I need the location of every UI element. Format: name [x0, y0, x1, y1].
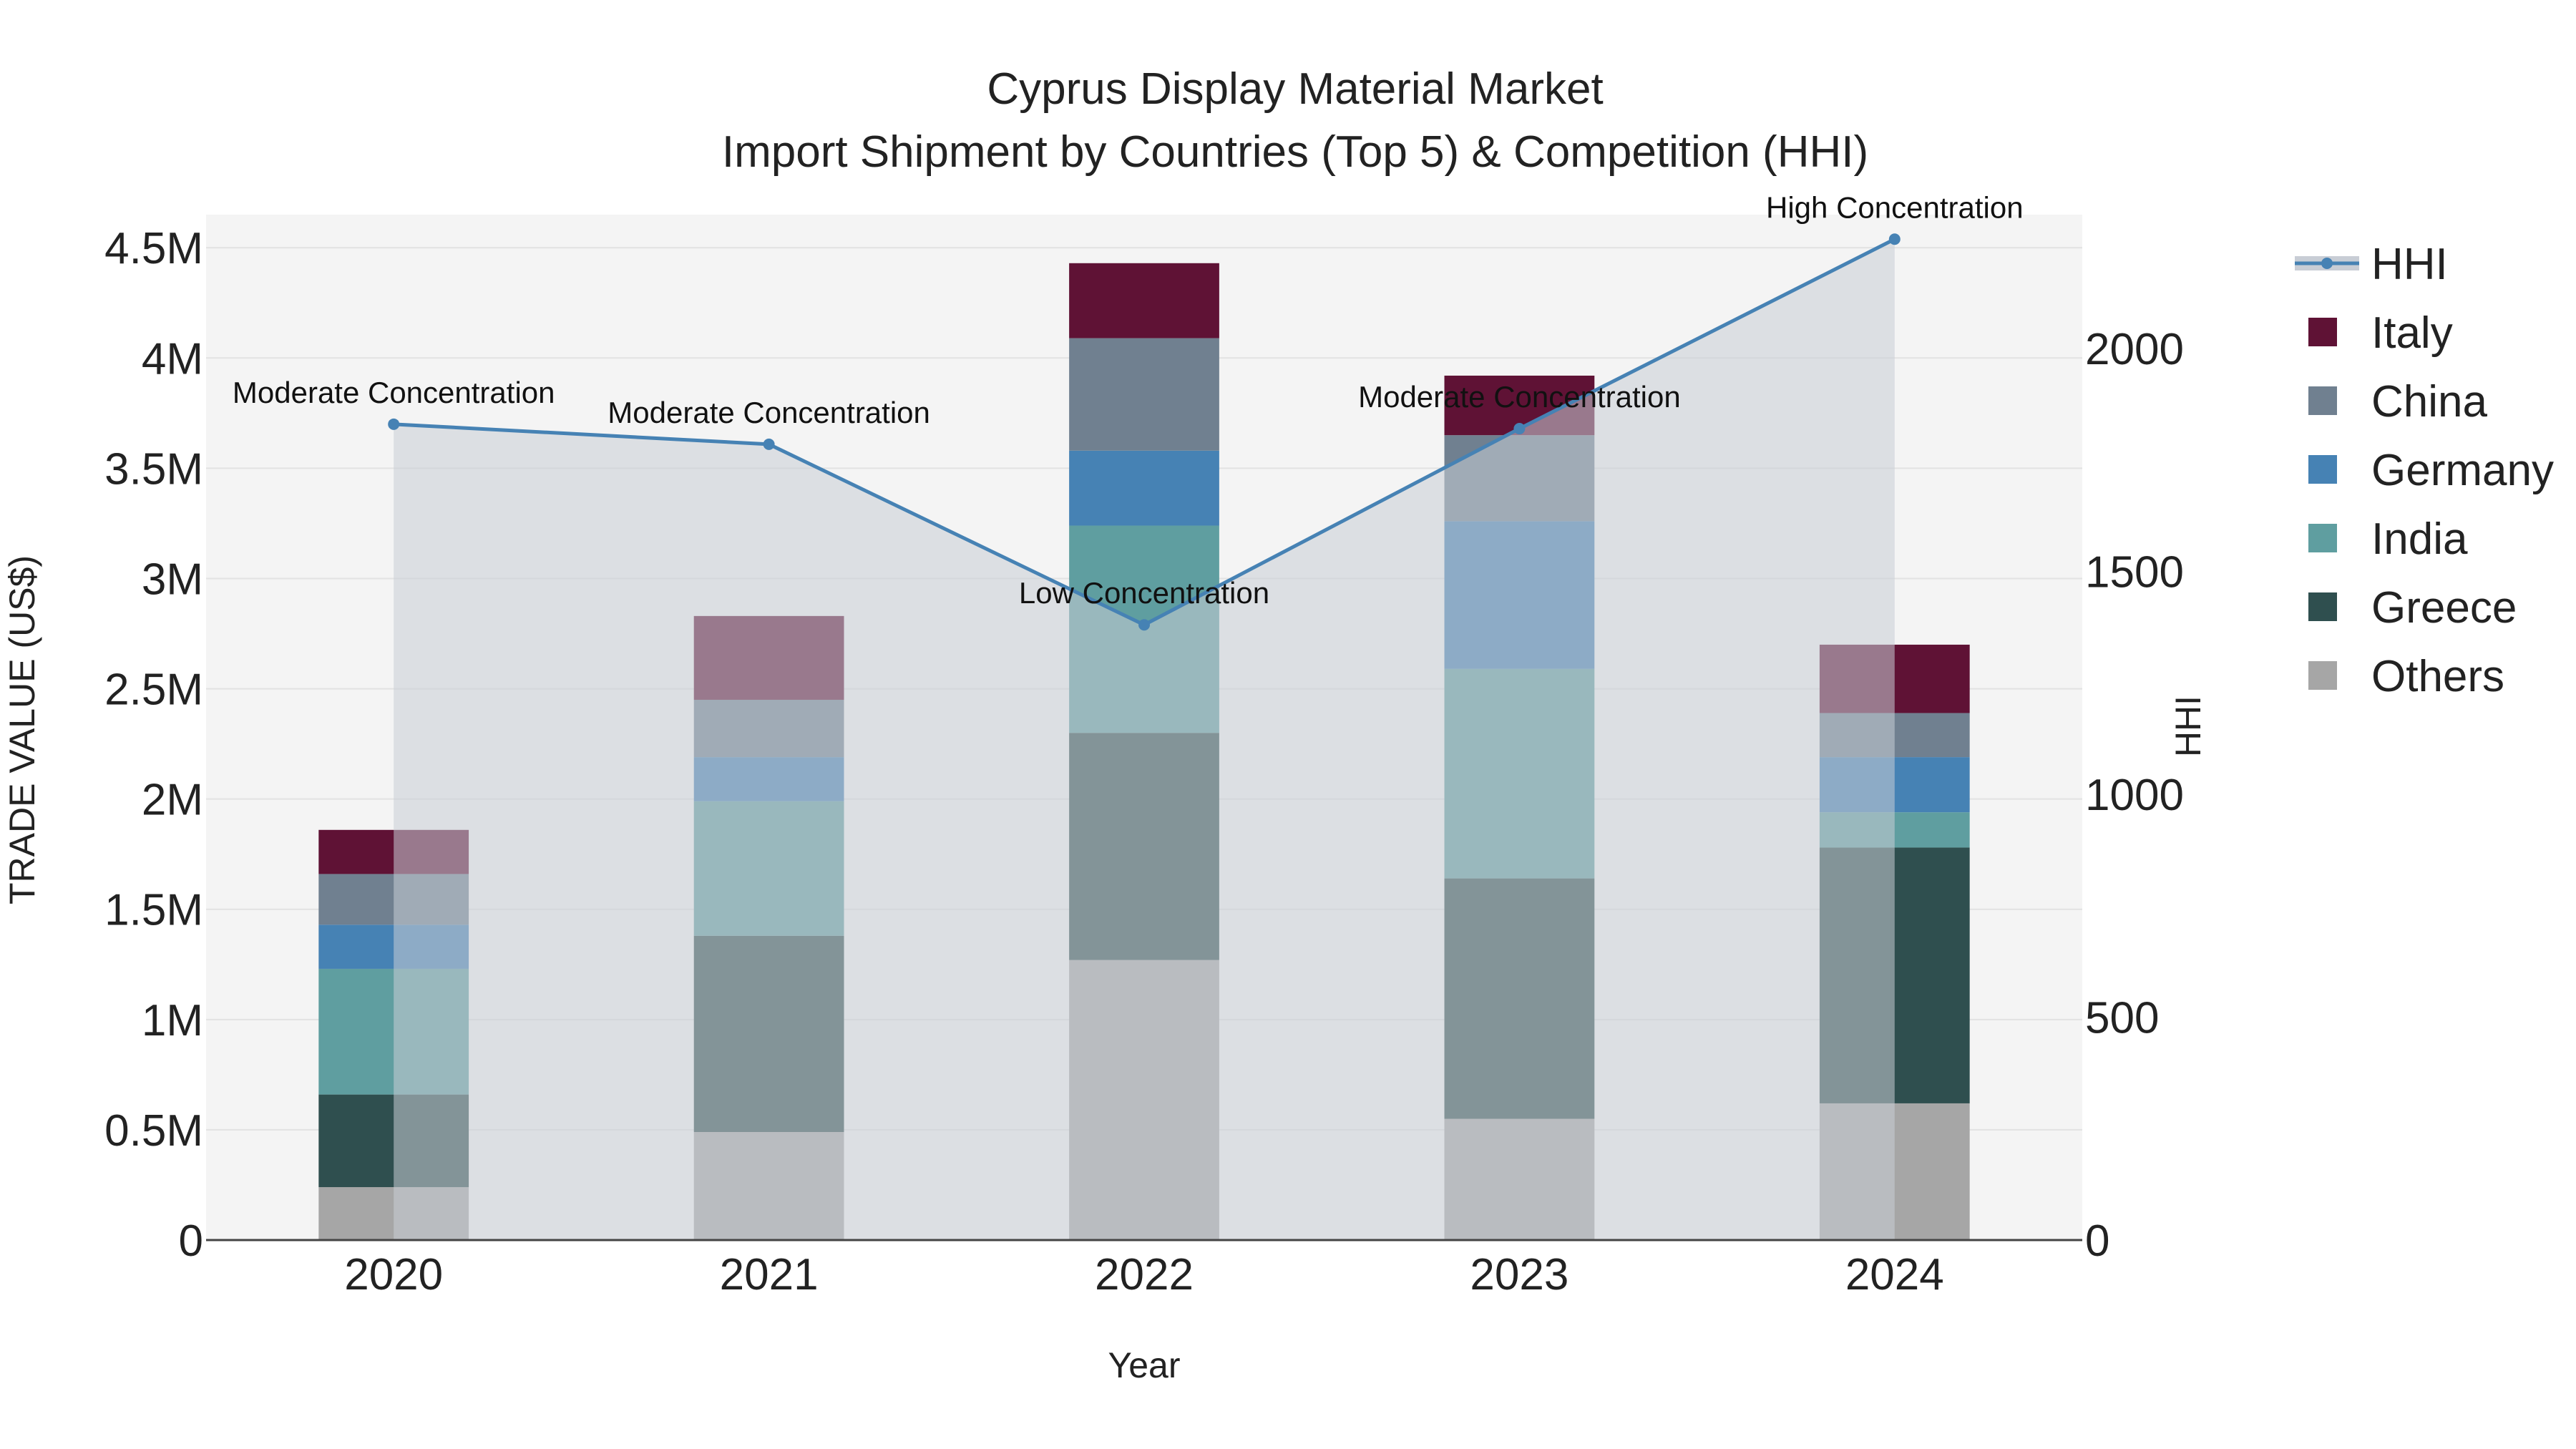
hhi-annotation: High Concentration [1766, 190, 2024, 224]
x-axis-label: Year [1108, 1345, 1180, 1385]
y-tick-label: 2M [142, 776, 203, 825]
y-tick-label: 3M [142, 555, 203, 604]
legend: HHI Italy China Germany India Greece Others [2295, 240, 2554, 701]
chart-subtitle: Import Shipment by Countries (Top 5) & C… [722, 127, 1868, 177]
chart-title: Cyprus Display Material Market [987, 64, 1603, 114]
hhi-area-fill [394, 239, 1895, 1241]
y2-axis-label: HHI [2168, 696, 2208, 757]
y-tick-label: 3.5M [104, 444, 203, 494]
legend-swatch-italy [2308, 318, 2337, 346]
x-tick-label: 2022 [1095, 1250, 1194, 1299]
y-tick-label: 0.5M [104, 1106, 203, 1156]
legend-label: Germany [2371, 446, 2554, 495]
y2-axis-ticks: 0 500 1000 1500 2000 [2085, 325, 2184, 1266]
y-tick-label: 1M [142, 996, 203, 1045]
x-tick-label: 2021 [720, 1250, 819, 1299]
y-tick-label: 2.5M [104, 665, 203, 715]
legend-swatch-germany [2308, 455, 2337, 484]
y-axis-label: TRADE VALUE (US$) [2, 555, 42, 904]
hhi-point-2024 [1888, 233, 1901, 245]
y-tick-label: 4M [142, 334, 203, 384]
y-tick-label: 4.5M [104, 224, 203, 273]
bar-china-2022 [1069, 338, 1219, 451]
legend-label: Greece [2371, 583, 2517, 633]
x-axis-ticks: 2020 2021 2022 2023 2024 [344, 1250, 1944, 1299]
hhi-point-2020 [388, 418, 400, 430]
hhi-annotation: Moderate Concentration [233, 376, 555, 409]
bar-germany-2022 [1069, 450, 1219, 526]
hhi-annotation: Moderate Concentration [608, 396, 930, 429]
y2-tick-label: 500 [2085, 993, 2159, 1043]
y2-tick-label: 1000 [2085, 771, 2184, 820]
hhi-annotation: Moderate Concentration [1358, 380, 1681, 414]
x-tick-label: 2023 [1470, 1250, 1568, 1299]
legend-swatch-china [2308, 386, 2337, 415]
y-axis-ticks: 0 0.5M 1M 1.5M 2M 2.5M 3M 3.5M 4M 4.5M [104, 224, 203, 1266]
hhi-area [394, 239, 1895, 1241]
legend-hhi-marker [2321, 258, 2333, 269]
hhi-point-2023 [1513, 423, 1526, 435]
y2-tick-label: 2000 [2085, 325, 2184, 374]
y-tick-label: 1.5M [104, 886, 203, 935]
hhi-point-2022 [1138, 619, 1150, 631]
legend-swatch-greece [2308, 592, 2337, 621]
legend-label: China [2371, 377, 2488, 426]
x-tick-label: 2020 [344, 1250, 443, 1299]
x-tick-label: 2024 [1845, 1250, 1944, 1299]
legend-label: Italy [2371, 308, 2453, 358]
y2-tick-label: 0 [2085, 1216, 2109, 1266]
legend-swatch-india [2308, 524, 2337, 552]
legend-label: HHI [2371, 240, 2448, 289]
hhi-line [388, 233, 1901, 631]
legend-swatch-others [2308, 661, 2337, 690]
legend-label: Others [2371, 652, 2504, 701]
annotations: Moderate Concentration Moderate Concentra… [233, 190, 2024, 610]
hhi-annotation: Low Concentration [1019, 576, 1269, 610]
legend-label: India [2371, 514, 2468, 564]
hhi-point-2021 [763, 438, 775, 450]
y2-tick-label: 1500 [2085, 547, 2184, 597]
bar-italy-2022 [1069, 263, 1219, 338]
y-tick-label: 0 [179, 1216, 203, 1266]
